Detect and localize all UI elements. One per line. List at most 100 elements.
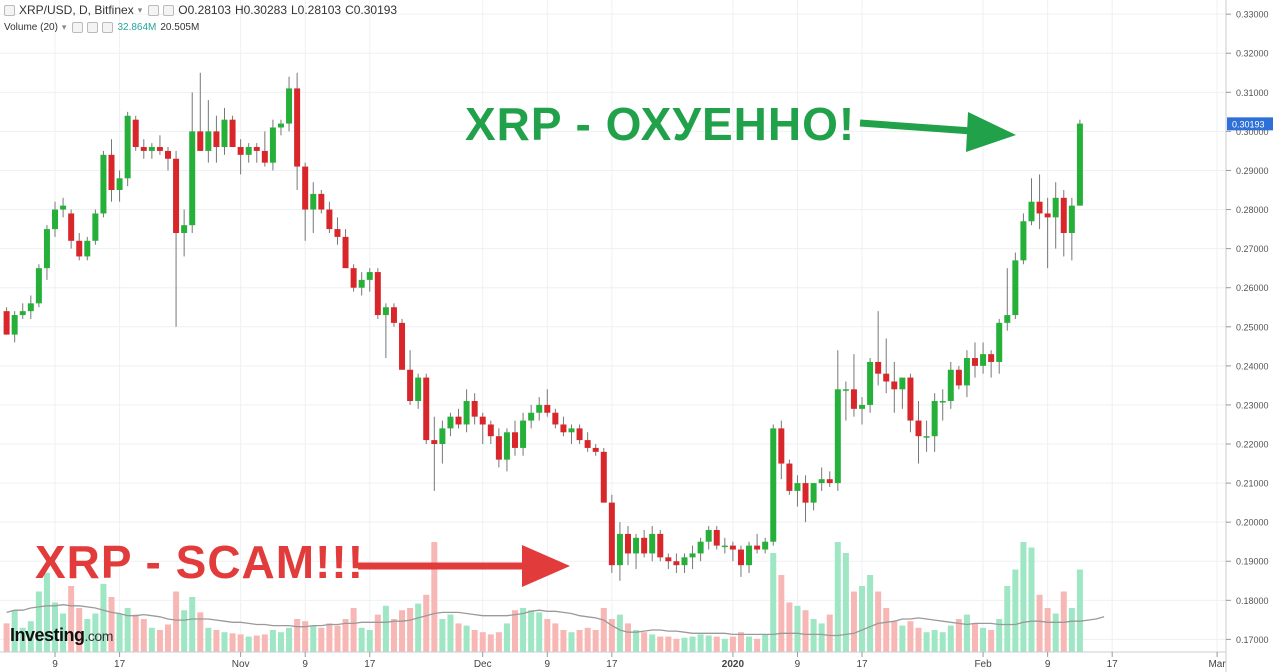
- close-icon[interactable]: [102, 22, 114, 33]
- candle-body: [358, 279, 365, 288]
- candle-body: [1028, 201, 1035, 222]
- chevron-down-icon[interactable]: ▾: [137, 4, 143, 15]
- volume-bar: [407, 608, 414, 652]
- candle-body: [19, 311, 26, 316]
- volume-bar: [939, 632, 946, 652]
- settings-icon[interactable]: [87, 22, 99, 33]
- brand-suffix: .com: [84, 628, 114, 644]
- volume-bar: [431, 542, 438, 652]
- volume-bar: [1044, 608, 1051, 652]
- settings-icon[interactable]: [148, 4, 160, 16]
- candle-body: [737, 549, 744, 566]
- candle-body: [382, 307, 389, 316]
- candle-body: [471, 401, 478, 417]
- arrow-bad-head-icon: [522, 545, 570, 587]
- volume-bar: [947, 625, 954, 652]
- arrow-good-icon: [859, 119, 973, 135]
- candle-body: [568, 428, 575, 433]
- candle-body: [463, 401, 470, 425]
- volume-bar: [390, 619, 397, 652]
- volume-bar: [859, 586, 866, 652]
- candle-body: [221, 119, 228, 148]
- volume-bar: [963, 614, 970, 652]
- volume-bar: [326, 623, 333, 652]
- candle-body: [850, 389, 857, 409]
- candle-body: [600, 451, 607, 503]
- y-tick-label: 0.21000: [1236, 479, 1269, 489]
- volume-bar: [189, 597, 196, 652]
- candle-body: [35, 268, 42, 304]
- candle-body: [3, 311, 10, 335]
- volume-bar: [657, 636, 664, 652]
- volume-bar: [245, 636, 252, 652]
- chevron-down-icon[interactable]: ▾: [61, 22, 67, 32]
- volume-bar: [310, 625, 317, 652]
- volume-ma-line: [6, 604, 1105, 637]
- candle-body: [576, 428, 583, 441]
- volume-bar: [84, 619, 91, 652]
- volume-bar: [19, 627, 26, 652]
- y-tick-label: 0.23000: [1236, 400, 1269, 410]
- candle-body: [423, 377, 430, 441]
- volume-bar: [754, 638, 761, 652]
- candle-body: [1036, 201, 1043, 214]
- volume-bar: [350, 608, 357, 652]
- candle-body: [988, 354, 995, 362]
- candle-body: [705, 529, 712, 542]
- y-tick-label: 0.20000: [1236, 518, 1269, 528]
- candle-body: [399, 322, 406, 370]
- candle-body: [939, 401, 946, 403]
- volume-bar: [156, 630, 163, 652]
- volume-bar: [762, 634, 769, 652]
- x-tick-label: 17: [114, 659, 126, 670]
- candle-body: [633, 537, 640, 554]
- candle-body: [665, 557, 672, 562]
- grid: [0, 0, 1226, 652]
- volume-bar: [633, 630, 640, 652]
- candle-body: [754, 545, 761, 550]
- volume-bar: [374, 614, 381, 652]
- eye-icon[interactable]: [72, 22, 84, 33]
- candle-body: [980, 354, 987, 366]
- volume-bar: [689, 636, 696, 652]
- candle-body: [286, 88, 293, 124]
- volume-bar: [721, 638, 728, 652]
- candle-body: [818, 479, 825, 484]
- candle-body: [972, 358, 978, 366]
- candle-body: [1004, 315, 1011, 323]
- volume-bar: [867, 575, 874, 652]
- candle-body: [261, 150, 268, 163]
- volume-bar: [342, 619, 349, 652]
- candle-body: [592, 447, 599, 452]
- volume-bar: [520, 608, 527, 652]
- candle-body: [899, 377, 906, 390]
- collapse-icon[interactable]: [4, 4, 15, 16]
- candle-body: [1060, 197, 1067, 233]
- candle-body: [721, 545, 728, 548]
- investing-logo[interactable]: Investing.com: [10, 625, 113, 646]
- volume-bar: [1036, 594, 1043, 652]
- candle-body: [875, 361, 882, 374]
- volume-bar: [92, 613, 99, 652]
- x-tick-label: 9: [545, 659, 551, 670]
- x-tick-label: 9: [302, 659, 308, 670]
- volume-bar: [439, 619, 446, 652]
- volume-bar: [810, 619, 817, 652]
- volume-bar: [52, 602, 59, 652]
- volume-bar: [600, 608, 607, 652]
- candle-body: [520, 420, 527, 448]
- volume-bar: [495, 632, 502, 652]
- candle-body: [165, 150, 171, 159]
- close-icon[interactable]: [163, 4, 175, 16]
- volume-value: 32.864M: [117, 22, 157, 33]
- candle-body: [859, 404, 866, 409]
- volume-bar: [447, 614, 454, 652]
- candle-body: [156, 147, 163, 151]
- candle-body: [729, 545, 736, 550]
- volume-bar: [68, 586, 75, 652]
- candle-body: [697, 541, 704, 554]
- candle-body: [92, 213, 99, 241]
- volume-bar: [11, 610, 18, 652]
- annotation-good: XRP - ОХУЕННО!: [465, 98, 856, 150]
